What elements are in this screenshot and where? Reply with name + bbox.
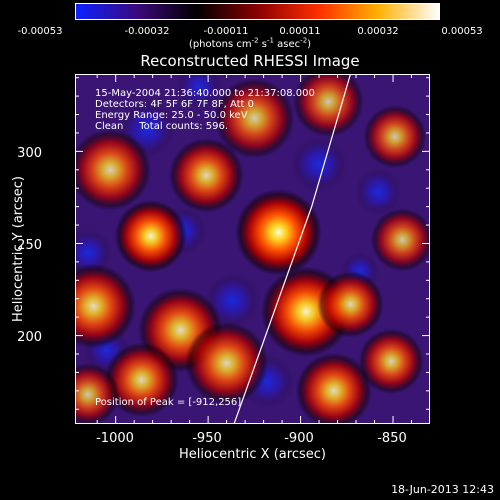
timestamp: 18-Jun-2013 12:43 xyxy=(391,483,494,496)
emission-source xyxy=(235,189,322,276)
time-range-label: 15-May-2004 21:36:40.000 to 21:37:08.000 xyxy=(95,88,315,99)
emission-source xyxy=(185,321,269,405)
emission-source xyxy=(363,105,427,169)
clean-counts-label: Clean Total counts: 596. xyxy=(95,121,229,132)
y-axis-label: Heliocentric Y (arcsec) xyxy=(11,176,26,322)
colorbar-tick-label: 0.00011 xyxy=(279,26,321,37)
negative-lobe xyxy=(75,228,113,277)
heatmap-svg xyxy=(75,74,430,424)
plot-area: 15-May-2004 21:36:40.000 to 21:37:08.000… xyxy=(75,74,430,424)
negative-lobe xyxy=(354,168,402,216)
colorbar-tick-label: 0.00032 xyxy=(357,26,399,37)
negative-lobe xyxy=(290,136,348,193)
emission-source xyxy=(292,74,364,138)
emission-source xyxy=(358,328,424,395)
emission-source xyxy=(75,362,120,424)
y-tick-label: 250 xyxy=(17,238,42,253)
emission-source xyxy=(214,78,295,159)
emission-source xyxy=(317,270,384,338)
emission-source xyxy=(75,263,136,349)
emission-source xyxy=(75,128,151,211)
x-tick-label: -900 xyxy=(284,431,314,446)
y-tick-label: 300 xyxy=(17,146,42,161)
emission-source xyxy=(104,342,179,418)
colorbar-tick-label: 0.00053 xyxy=(441,26,483,37)
solar-limb-line xyxy=(233,74,352,424)
colorbar-tick-label: -0.00011 xyxy=(203,26,249,37)
x-tick-label: -1000 xyxy=(96,431,134,446)
emission-source xyxy=(168,137,244,213)
chart-title: Reconstructed RHESSI Image xyxy=(140,52,360,70)
plot-frame xyxy=(75,74,430,424)
emission-source xyxy=(295,352,372,424)
detectors-label: Detectors: 4F 5F 6F 7F 8F, Att 0 xyxy=(95,99,255,110)
emission-source xyxy=(114,199,187,273)
colorbar-units: (photons cm-2 s-1 asec-2) xyxy=(188,36,312,50)
x-axis-label: Heliocentric X (arcsec) xyxy=(179,447,326,462)
colorbar-tick-label: -0.00032 xyxy=(124,26,170,37)
colorbar-tick-label: -0.00053 xyxy=(17,26,63,37)
x-tick-label: -850 xyxy=(377,431,407,446)
energy-range-label: Energy Range: 25.0 - 50.0 keV xyxy=(95,110,248,121)
peak-position-label: Position of Peak = [-912,256] xyxy=(95,397,242,408)
emission-source xyxy=(370,208,430,272)
colorbar xyxy=(75,3,440,20)
negative-lobe xyxy=(175,74,223,111)
y-tick-label: 200 xyxy=(17,330,42,345)
x-tick-label: -950 xyxy=(192,431,222,446)
